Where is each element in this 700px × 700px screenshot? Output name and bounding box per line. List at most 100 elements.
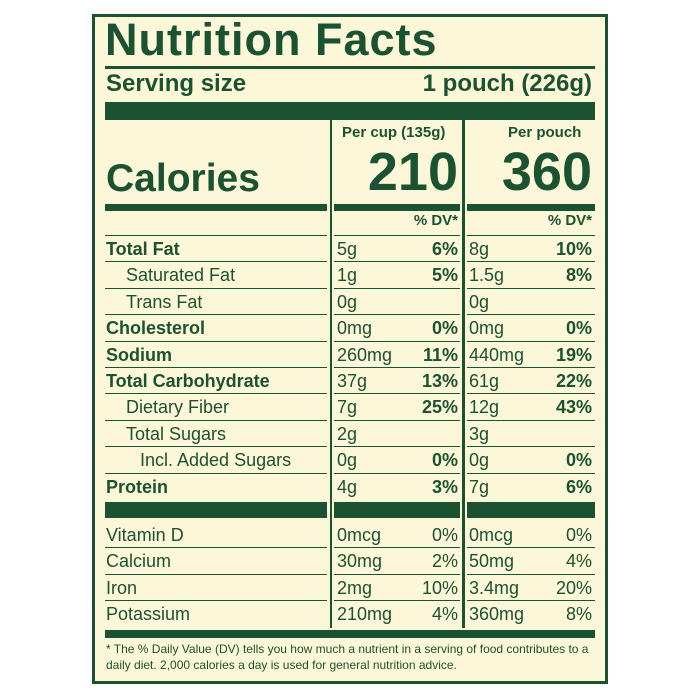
cup-daily-value: 3% xyxy=(431,476,458,497)
row-rule-dv-2 xyxy=(467,235,595,236)
row-rule-2 xyxy=(467,393,595,395)
row-rule-0 xyxy=(105,419,327,421)
nutrient-name: Cholesterol xyxy=(106,318,206,339)
row-rule-dv-1 xyxy=(334,235,460,236)
cup-daily-value: 0% xyxy=(431,450,458,471)
micro-rule-0 xyxy=(105,547,327,549)
pouch-amount: 360mg xyxy=(469,604,525,625)
row-rule-2 xyxy=(467,261,595,263)
row-rule-2 xyxy=(467,367,595,368)
column-divider-cup xyxy=(330,120,332,628)
cup-amount: 4g xyxy=(337,476,358,497)
row-rule-2 xyxy=(467,340,595,342)
nutrient-name: Saturated Fat xyxy=(126,265,236,286)
micronutrient-name: Iron xyxy=(106,577,138,598)
thick-rule-protein-1 xyxy=(334,502,460,518)
row-rule-2 xyxy=(467,314,595,316)
cup-amount: 210mg xyxy=(337,604,393,625)
thick-rule-protein-0 xyxy=(105,502,327,518)
row-rule-0 xyxy=(105,446,327,448)
cup-daily-value: 6% xyxy=(431,239,458,259)
pouch-daily-value: 6% xyxy=(565,476,592,497)
pouch-daily-value: 22% xyxy=(555,371,592,391)
cup-amount: 260mg xyxy=(337,344,393,365)
cup-calories-value: 210 xyxy=(367,142,458,202)
cup-amount: 0g xyxy=(337,450,358,471)
pouch-daily-value: 8% xyxy=(565,604,592,625)
micro-rule-1 xyxy=(334,547,460,549)
serving-size-label: Serving size xyxy=(106,70,247,97)
row-rule-0 xyxy=(105,367,327,368)
row-rule-0 xyxy=(105,472,327,474)
micronutrient-name: Calcium xyxy=(106,551,172,572)
micro-rule-2 xyxy=(467,600,595,602)
row-rule-1 xyxy=(334,261,460,263)
pouch-amount: 0mg xyxy=(469,318,505,339)
rule-under-title xyxy=(105,66,595,69)
cup-daily-value: 10% xyxy=(421,577,458,598)
pouch-daily-value: 0% xyxy=(565,525,592,545)
label-title: Nutrition Facts xyxy=(105,14,438,65)
cup-daily-value: 0% xyxy=(431,525,458,545)
row-rule-1 xyxy=(334,314,460,316)
pouch-amount: 3g xyxy=(469,423,490,444)
nutrient-name: Total Sugars xyxy=(126,423,227,444)
row-rule-1 xyxy=(334,472,460,474)
cup-amount: 30mg xyxy=(337,551,383,572)
row-rule-2 xyxy=(467,287,595,289)
micro-rule-2 xyxy=(467,547,595,549)
pouch-amount: 0mcg xyxy=(469,525,514,545)
pouch-daily-value: 8% xyxy=(565,265,592,286)
row-rule-1 xyxy=(334,393,460,395)
micronutrient-name: Vitamin D xyxy=(106,525,184,545)
pouch-daily-value: 10% xyxy=(555,239,592,259)
thick-rule-bottom xyxy=(105,630,595,638)
row-rule-2 xyxy=(467,472,595,474)
cup-amount: 0mg xyxy=(337,318,373,339)
cup-amount: 5g xyxy=(337,239,358,259)
cup-amount: 2mg xyxy=(337,577,373,598)
cup-amount: 2g xyxy=(337,423,358,444)
row-rule-dv-0 xyxy=(105,235,327,236)
pouch-amount: 12g xyxy=(469,397,500,418)
cup-daily-value: 2% xyxy=(431,551,458,572)
micronutrient-name: Potassium xyxy=(106,604,191,625)
cup-daily-value: 5% xyxy=(431,265,458,286)
pouch-amount: 61g xyxy=(469,371,500,391)
nutrient-name: Total Fat xyxy=(106,239,180,259)
row-rule-1 xyxy=(334,446,460,448)
nutrition-label xyxy=(92,14,608,684)
cup-dv-header: % DV* xyxy=(413,212,458,229)
cup-amount: 7g xyxy=(337,397,358,418)
pouch-calories-value: 360 xyxy=(501,142,592,202)
cup-daily-value: 25% xyxy=(421,397,458,418)
micro-rule-0 xyxy=(105,573,327,575)
pouch-daily-value: 0% xyxy=(565,450,592,471)
row-rule-1 xyxy=(334,367,460,368)
row-rule-1 xyxy=(334,419,460,421)
thick-rule-protein-2 xyxy=(467,502,595,518)
pouch-amount: 0g xyxy=(469,450,490,471)
pouch-daily-value: 43% xyxy=(555,397,592,418)
micro-rule-1 xyxy=(334,600,460,602)
cup-amount: 0mcg xyxy=(337,525,382,545)
calories-rule-cup xyxy=(334,204,460,211)
cup-amount: 1g xyxy=(337,265,358,286)
cup-amount: 0g xyxy=(337,291,358,312)
row-rule-1 xyxy=(334,287,460,289)
micro-rule-2 xyxy=(467,573,595,575)
calories-rule-left xyxy=(105,204,327,211)
column-divider-pouch xyxy=(462,120,465,628)
pouch-daily-value: 4% xyxy=(565,551,592,572)
row-rule-2 xyxy=(467,419,595,421)
pouch-amount: 8g xyxy=(469,239,490,259)
row-rule-0 xyxy=(105,393,327,395)
nutrient-name: Protein xyxy=(106,476,169,497)
calories-rule-pouch xyxy=(467,204,595,211)
pouch-column-header: Per pouch xyxy=(508,124,582,141)
pouch-daily-value: 0% xyxy=(565,318,592,339)
row-rule-0 xyxy=(105,340,327,342)
nutrient-name: Incl. Added Sugars xyxy=(140,450,292,471)
cup-amount: 37g xyxy=(337,371,368,391)
pouch-dv-header: % DV* xyxy=(547,212,592,229)
